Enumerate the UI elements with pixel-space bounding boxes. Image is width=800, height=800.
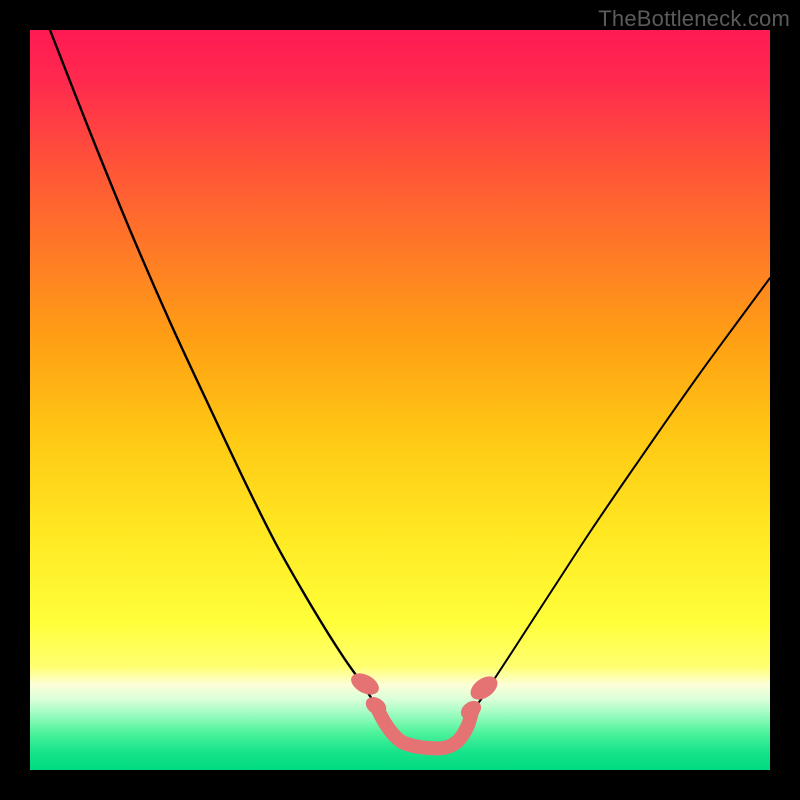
watermark-text: TheBottleneck.com <box>598 6 790 32</box>
bottleneck-chart <box>0 0 800 800</box>
plot-background <box>30 30 770 770</box>
